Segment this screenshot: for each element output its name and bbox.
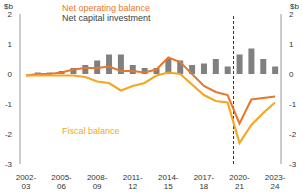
svg-text:-3: -3 [8, 160, 13, 169]
html-text:Net capital investment: Net capital investment [62, 13, 151, 23]
html-text:$b: $b [4, 2, 13, 11]
html-text:Fiscal balance: Fiscal balance [62, 126, 120, 136]
svg-text:1: 1 [8, 40, 13, 49]
svg-text:0: 0 [8, 70, 13, 79]
svg-text:2: 2 [289, 10, 294, 19]
svg-text:-1: -1 [289, 100, 295, 109]
svg-text:2005-06: 2005-06 [51, 173, 72, 191]
html-text:Net operating balance: Net operating balance [62, 3, 151, 13]
svg-text:-2: -2 [289, 130, 295, 139]
svg-text:2002-03: 2002-03 [16, 173, 37, 191]
svg-text:2017-18: 2017-18 [194, 173, 215, 191]
svg-text:-1: -1 [8, 100, 13, 109]
svg-text:-3: -3 [289, 160, 295, 169]
svg-text:1: 1 [289, 40, 294, 49]
svg-text:2023-24: 2023-24 [265, 173, 286, 191]
svg-text:2020-21: 2020-21 [229, 173, 250, 191]
svg-text:0: 0 [289, 70, 294, 79]
svg-text:2: 2 [8, 10, 13, 19]
svg-text:-2: -2 [8, 130, 13, 139]
html-text:$b: $b [290, 2, 299, 11]
svg-text:2011-12: 2011-12 [123, 173, 143, 191]
svg-text:2014-15: 2014-15 [158, 173, 179, 191]
svg-text:2008-09: 2008-09 [87, 173, 108, 191]
